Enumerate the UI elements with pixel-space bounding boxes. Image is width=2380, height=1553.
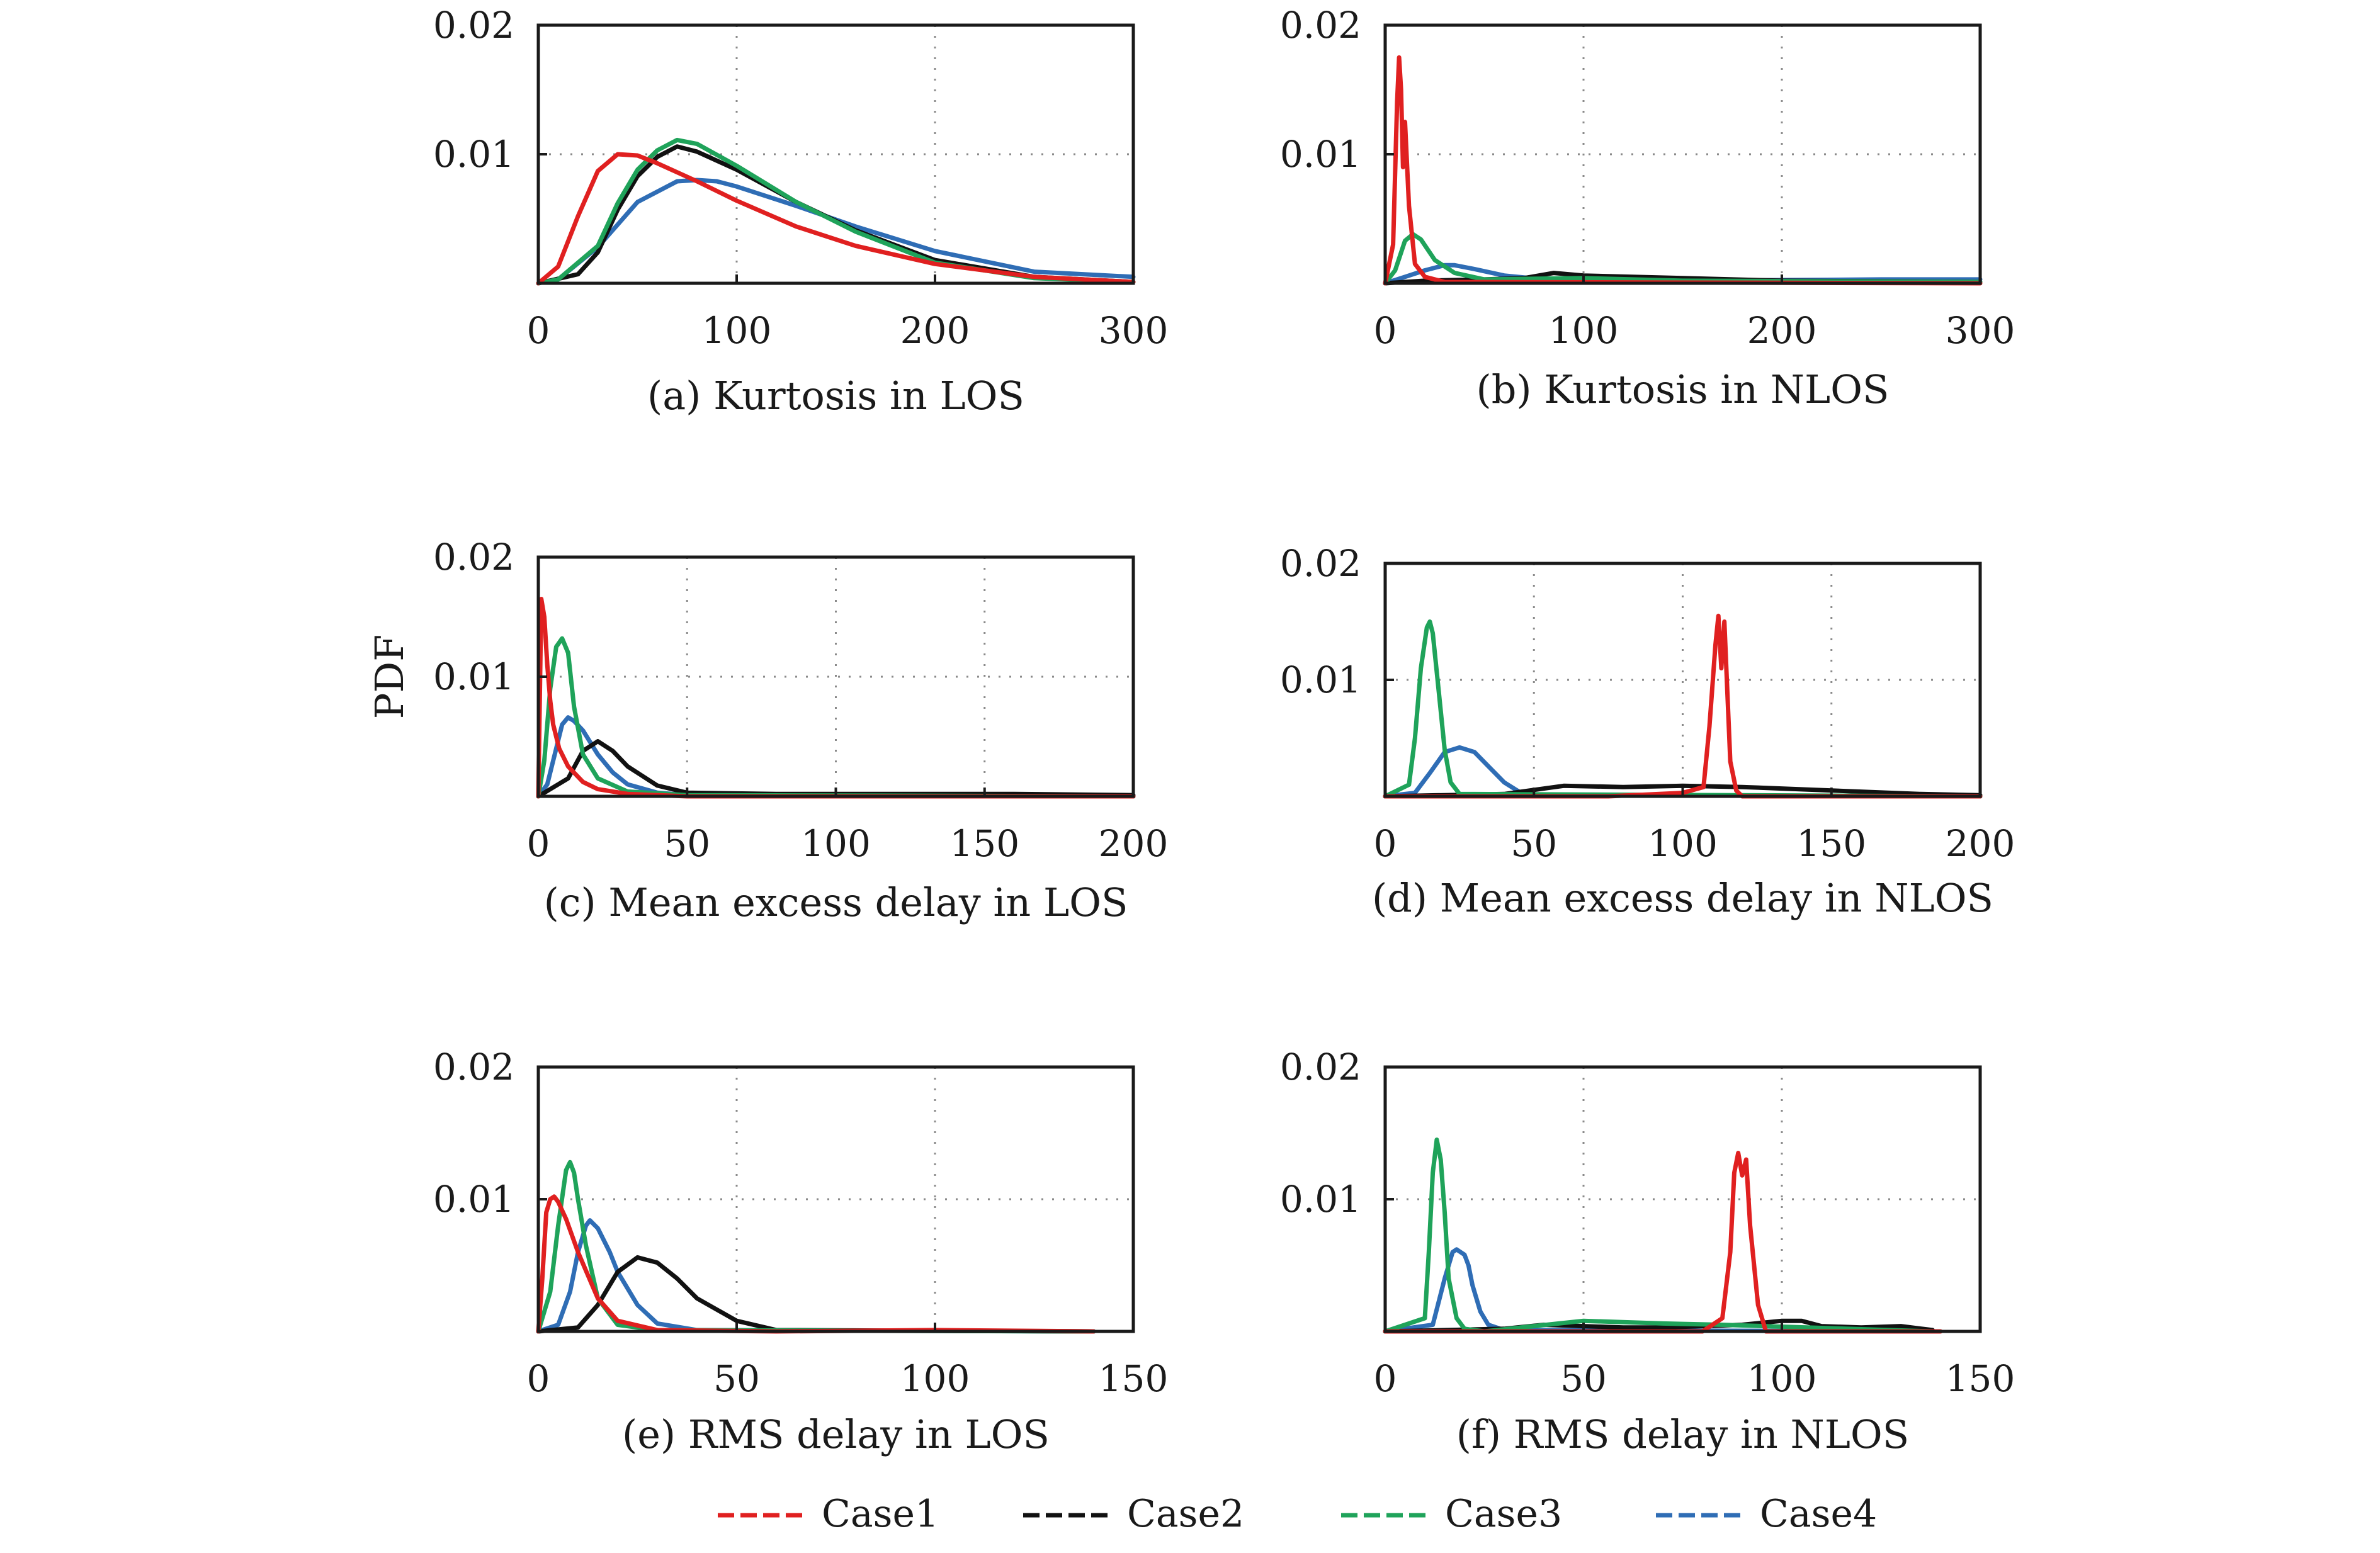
panel-6: 0 50 100 150 0.01 0.02 (f) RMS delay in NLOS: [1280, 1046, 2015, 1457]
x-tick-label: 0: [527, 822, 550, 865]
y-tick-label: 0.01: [1280, 1178, 1361, 1221]
y-tick-label: 0.02: [1280, 4, 1361, 47]
y-axis-label: PDF: [366, 635, 412, 719]
panel-2: 0 100 200 300 0.01 0.02 (b) Kurtosis in NLOS: [1280, 4, 2015, 412]
panel-caption: (f) RMS delay in NLOS: [1456, 1411, 1909, 1457]
x-tick-label: 50: [664, 822, 710, 865]
y-tick-label: 0.02: [433, 1046, 514, 1088]
series-line-case1: [536, 1194, 1096, 1334]
x-tick-label: 100: [1648, 822, 1718, 865]
y-tick-label: 0.01: [1280, 133, 1361, 176]
x-tick-label: 100: [1747, 1357, 1817, 1400]
panel-caption: (a) Kurtosis in LOS: [647, 373, 1024, 419]
x-tick-label: 0: [527, 1357, 550, 1400]
series-line-case3: [536, 1160, 1096, 1334]
x-tick-label: 150: [1796, 822, 1866, 865]
series-line-case1: [1383, 55, 1983, 286]
series-line-case3: [1383, 232, 1983, 286]
x-tick-label: 200: [1099, 822, 1169, 865]
x-tick-label: 100: [1549, 309, 1619, 352]
y-tick-label: 0.02: [1280, 1046, 1361, 1088]
x-tick-label: 50: [713, 1357, 760, 1400]
series-line-case3: [1383, 619, 1983, 799]
x-tick-label: 0: [1374, 1357, 1397, 1400]
legend-item-case4: Case4: [1656, 1492, 1877, 1536]
x-tick-label: 50: [1560, 1357, 1607, 1400]
legend-label: Case2: [1127, 1492, 1244, 1536]
legend-item-case2: Case2: [1023, 1492, 1244, 1536]
legend-item-case3: Case3: [1341, 1492, 1562, 1536]
x-tick-label: 200: [900, 309, 970, 352]
x-tick-label: 100: [900, 1357, 970, 1400]
panel-5: 0 50 100 150 0.01 0.02 (e) RMS delay in LOS: [433, 1046, 1169, 1457]
x-tick-label: 150: [1099, 1357, 1169, 1400]
panel-caption: (b) Kurtosis in NLOS: [1476, 366, 1890, 412]
plot-frame: [1383, 562, 1982, 798]
legend-label: Case3: [1445, 1492, 1562, 1536]
x-tick-label: 100: [702, 309, 772, 352]
series-line-case2: [536, 144, 1136, 286]
series-line-case1: [536, 597, 1136, 799]
y-tick-label: 0.02: [433, 4, 514, 47]
panels: 0 100 200 300 0.01 0.02 (a) Kurtosis in LOS 0 10…: [433, 4, 2015, 1457]
y-tick-label: 0.02: [433, 536, 514, 579]
y-tick-label: 0.01: [433, 133, 514, 176]
x-tick-label: 200: [1946, 822, 2015, 865]
panel-4: 0 50 100 150 200 0.01 0.02 (d) Mean excess dela…: [1280, 542, 2015, 921]
y-tick-label: 0.01: [433, 655, 514, 698]
plot-frame: [1383, 23, 1982, 285]
panel-3: 0 50 100 150 200 0.01 0.02 (c) Mean excess dela…: [433, 536, 1169, 925]
x-tick-label: 200: [1747, 309, 1817, 352]
legend-item-case1: Case1: [718, 1492, 939, 1536]
panel-caption: (e) RMS delay in LOS: [622, 1411, 1050, 1457]
x-tick-label: 150: [1946, 1357, 2015, 1400]
x-tick-label: 150: [949, 822, 1019, 865]
x-tick-label: 300: [1946, 309, 2015, 352]
x-tick-label: 100: [801, 822, 871, 865]
series-line-case3: [536, 137, 1136, 286]
y-tick-label: 0.01: [433, 1178, 514, 1221]
panel-caption: (c) Mean excess delay in LOS: [544, 879, 1128, 925]
legend-label: Case4: [1760, 1492, 1877, 1536]
panel-caption: (d) Mean excess delay in NLOS: [1372, 875, 1993, 921]
series-line-case2: [536, 1255, 1096, 1334]
x-tick-label: 0: [1374, 822, 1397, 865]
series-line-case1: [1383, 1151, 1943, 1334]
panel-1: 0 100 200 300 0.01 0.02 (a) Kurtosis in LOS: [433, 4, 1169, 419]
y-tick-label: 0.02: [1280, 542, 1361, 585]
x-tick-label: 50: [1510, 822, 1557, 865]
legend-label: Case1: [822, 1492, 939, 1536]
x-tick-label: 300: [1099, 309, 1169, 352]
legend: Case1 Case2 Case3 Case4: [718, 1492, 1877, 1536]
series-line-case1: [536, 152, 1136, 286]
series-line-case4: [536, 1218, 1096, 1334]
x-tick-label: 0: [527, 309, 550, 352]
series-line-case3: [1383, 1138, 1935, 1334]
series-line-case4: [1383, 1247, 1935, 1334]
x-tick-label: 0: [1374, 309, 1397, 352]
y-tick-label: 0.01: [1280, 658, 1361, 701]
series-line-case1: [1383, 613, 1983, 799]
